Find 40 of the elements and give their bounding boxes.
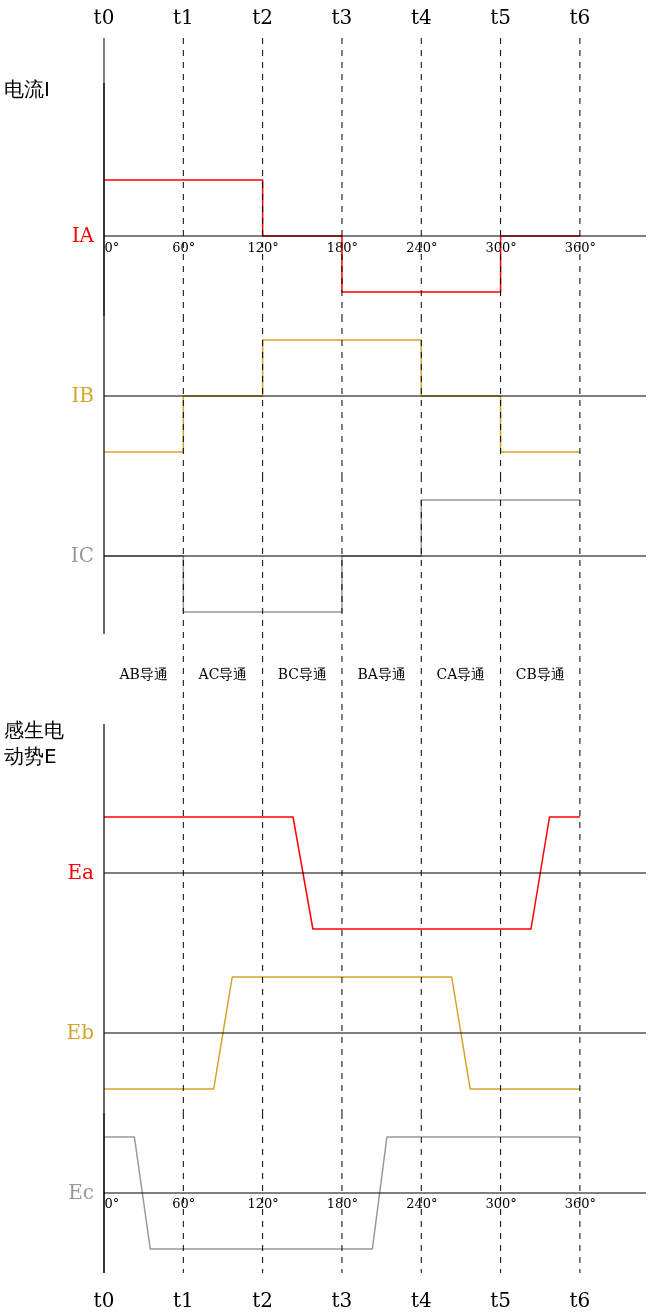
ref-line-label: t3 xyxy=(331,5,353,29)
x-tick-label: 0° xyxy=(104,239,120,255)
ref-line-label: t0 xyxy=(93,1288,115,1312)
x-tick-label: 60° xyxy=(172,239,196,255)
ref-line-label: t6 xyxy=(569,5,591,29)
x-tick-label: 120° xyxy=(247,239,279,255)
x-tick-label: 0° xyxy=(104,1196,120,1212)
ref-line-label: t6 xyxy=(569,1288,591,1312)
x-tick-label: 60° xyxy=(172,1196,196,1212)
x-tick-label: 300° xyxy=(485,1196,517,1212)
text: Ea xyxy=(67,860,95,884)
text: BC导通 xyxy=(277,666,327,682)
text: Eb xyxy=(66,1020,94,1044)
x-tick-label: 180° xyxy=(326,1196,359,1212)
ref-line-label: t3 xyxy=(331,1288,353,1312)
text: AB导通 xyxy=(118,666,168,682)
ref-line-label: t4 xyxy=(410,1288,432,1312)
x-tick-label: 360° xyxy=(564,1196,597,1212)
x-tick-label: 120° xyxy=(247,1196,279,1212)
x-tick-label: 360° xyxy=(564,239,597,255)
ref-line-label: t2 xyxy=(252,5,274,29)
text: Ec xyxy=(68,1180,94,1204)
ref-line-label: t0 xyxy=(93,5,115,29)
ref-line-label: t1 xyxy=(172,1288,194,1312)
y-axis-title: 电流I xyxy=(4,77,50,101)
ref-line-label: t5 xyxy=(490,5,511,29)
text: BA导通 xyxy=(357,666,406,682)
x-tick-label: 240° xyxy=(406,239,438,255)
text: IA xyxy=(71,223,95,247)
text: AC导通 xyxy=(197,666,248,682)
ref-line-label: t5 xyxy=(490,1288,511,1312)
text: CA导通 xyxy=(436,666,486,682)
x-tick-label: 240° xyxy=(406,1196,438,1212)
ref-line-label: t2 xyxy=(252,1288,274,1312)
ref-line-label: t4 xyxy=(410,5,432,29)
ref-line-label: t1 xyxy=(172,5,194,29)
text: IB xyxy=(71,383,94,407)
text: CB导通 xyxy=(515,666,565,682)
series-label: IC xyxy=(70,543,94,567)
y-axis-title: 感生电动势E xyxy=(4,718,64,768)
